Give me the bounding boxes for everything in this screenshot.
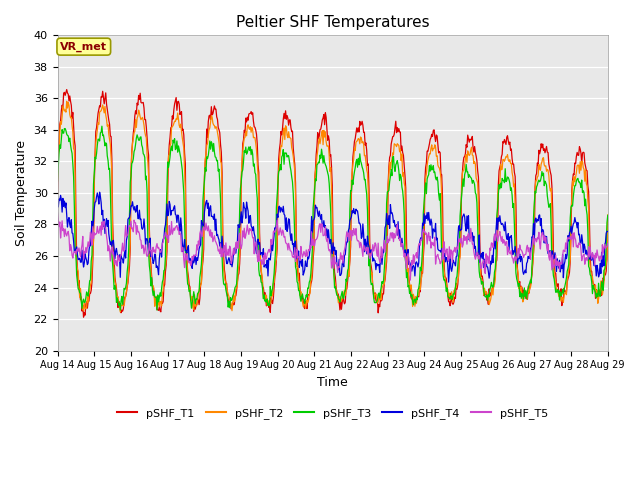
- pSHF_T3: [401, 254, 409, 260]
- pSHF_T3: [604, 213, 612, 218]
- pSHF_T1: [65, 91, 72, 97]
- pSHF_T1: [54, 192, 61, 197]
- pSHF_T1: [63, 87, 70, 93]
- pSHF_T4: [63, 224, 71, 230]
- pSHF_T4: [604, 228, 612, 234]
- pSHF_T3: [98, 123, 106, 129]
- pSHF_T2: [207, 119, 214, 125]
- pSHF_T5: [399, 247, 407, 253]
- pSHF_T2: [122, 292, 129, 298]
- pSHF_T2: [65, 99, 72, 105]
- pSHF_T5: [176, 230, 184, 236]
- pSHF_T2: [116, 309, 124, 315]
- pSHF_T4: [417, 237, 424, 242]
- pSHF_T2: [178, 129, 186, 134]
- Title: Peltier SHF Temperatures: Peltier SHF Temperatures: [236, 15, 429, 30]
- pSHF_T4: [96, 189, 104, 195]
- pSHF_T5: [63, 230, 71, 236]
- pSHF_T4: [54, 199, 61, 204]
- pSHF_T2: [401, 184, 409, 190]
- pSHF_T2: [604, 212, 612, 218]
- pSHF_T3: [207, 146, 214, 152]
- pSHF_T3: [417, 268, 425, 274]
- pSHF_T4: [206, 205, 214, 211]
- Text: VR_met: VR_met: [60, 42, 108, 52]
- pSHF_T1: [604, 216, 612, 221]
- pSHF_T2: [417, 277, 425, 283]
- pSHF_T1: [80, 314, 88, 320]
- pSHF_T3: [122, 285, 129, 290]
- pSHF_T1: [122, 294, 129, 300]
- Line: pSHF_T4: pSHF_T4: [58, 192, 608, 282]
- pSHF_T5: [205, 228, 213, 234]
- Line: pSHF_T2: pSHF_T2: [58, 101, 608, 312]
- pSHF_T5: [417, 242, 424, 248]
- pSHF_T3: [63, 132, 71, 138]
- pSHF_T3: [178, 161, 186, 167]
- pSHF_T4: [445, 279, 452, 285]
- pSHF_T3: [116, 307, 124, 313]
- pSHF_T4: [401, 247, 408, 253]
- pSHF_T5: [604, 240, 612, 246]
- pSHF_T4: [177, 215, 184, 221]
- X-axis label: Time: Time: [317, 376, 348, 389]
- pSHF_T3: [54, 178, 61, 184]
- Line: pSHF_T1: pSHF_T1: [58, 90, 608, 317]
- pSHF_T5: [406, 277, 414, 283]
- pSHF_T5: [120, 248, 128, 254]
- Y-axis label: Soil Temperature: Soil Temperature: [15, 140, 28, 246]
- pSHF_T1: [207, 117, 214, 122]
- pSHF_T2: [63, 98, 70, 104]
- Line: pSHF_T5: pSHF_T5: [58, 213, 608, 280]
- pSHF_T1: [178, 108, 186, 114]
- pSHF_T5: [54, 210, 61, 216]
- pSHF_T1: [417, 276, 425, 282]
- pSHF_T4: [121, 248, 129, 253]
- Line: pSHF_T3: pSHF_T3: [58, 126, 608, 310]
- pSHF_T1: [401, 173, 409, 179]
- Legend: pSHF_T1, pSHF_T2, pSHF_T3, pSHF_T4, pSHF_T5: pSHF_T1, pSHF_T2, pSHF_T3, pSHF_T4, pSHF…: [113, 404, 552, 423]
- pSHF_T2: [54, 176, 61, 182]
